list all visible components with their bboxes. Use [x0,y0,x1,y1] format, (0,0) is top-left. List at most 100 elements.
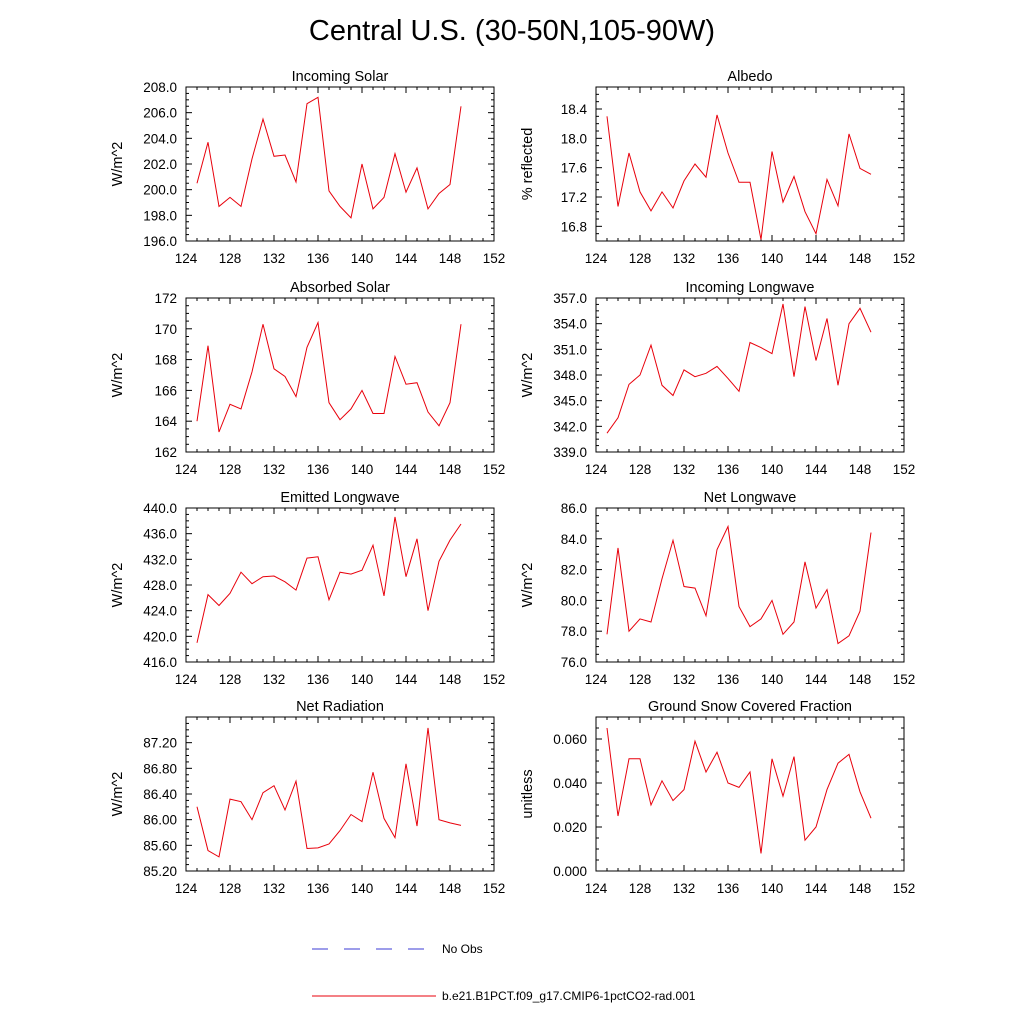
x-tick-label: 140 [351,672,374,687]
y-axis-label: W/m^2 [520,353,536,398]
x-tick-label: 144 [395,251,418,266]
x-tick-label: 148 [439,462,462,477]
panel-title: Net Longwave [704,490,797,506]
x-tick-label: 144 [395,462,418,477]
x-tick-label: 136 [717,672,740,687]
x-tick-label: 152 [483,251,506,266]
series-line [606,524,872,645]
x-tick-label: 124 [585,251,608,266]
x-tick-label: 148 [849,881,872,896]
y-tick-label: 86.40 [143,787,177,802]
plot-frame [595,86,905,242]
y-tick-label: 0.060 [553,732,587,747]
panel-albedo: Albedo % reflected 124 128 132 136 140 144 148 15… [520,69,915,266]
plot-frame [185,716,495,872]
y-axis-label: W/m^2 [110,563,126,608]
x-tick-label: 148 [439,672,462,687]
panel-title: Ground Snow Covered Fraction [648,699,852,715]
x-tick-label: 124 [585,672,608,687]
y-tick-label: 342.0 [553,419,587,434]
y-tick-label: 85.60 [143,838,177,853]
x-tick-label: 132 [263,462,286,477]
x-tick-label: 124 [175,881,198,896]
panel-title: Emitted Longwave [280,490,399,506]
y-tick-label: 87.20 [143,736,177,751]
x-tick-label: 128 [219,672,242,687]
panel-ground-snow-covered-fraction: Ground Snow Covered Fraction unitless 124 1… [520,699,915,896]
y-tick-label: 196.0 [143,234,177,249]
panel-absorbed-solar: Absorbed Solar W/m^2 124 128 132 136 140 144 148… [110,280,505,477]
y-tick-label: 85.20 [143,864,177,879]
y-tick-label: 436.0 [143,527,177,542]
y-tick-label: 86.00 [143,813,177,828]
y-axis-label: W/m^2 [110,353,126,398]
y-tick-label: 80.0 [561,593,587,608]
plot-frame [595,297,905,453]
x-tick-label: 124 [175,672,198,687]
legend: No Obs b.e21.B1PCT.f09_g17.CMIP6-1pctCO2… [312,942,696,1003]
y-tick-label: 168 [154,353,177,368]
x-tick-label: 124 [175,462,198,477]
panel-net-longwave: Net Longwave W/m^2 124 128 132 136 140 144 148 15… [520,490,915,687]
x-tick-label: 128 [629,881,652,896]
y-tick-label: 208.0 [143,80,177,95]
series-line [196,320,462,433]
y-tick-label: 339.0 [553,445,587,460]
plot-frame [185,507,495,663]
x-tick-label: 132 [673,462,696,477]
y-tick-label: 17.2 [561,190,587,205]
series-line [606,727,872,854]
y-tick-label: 351.0 [553,342,587,357]
x-tick-label: 140 [351,462,374,477]
y-axis-label: W/m^2 [110,772,126,817]
x-tick-label: 140 [351,881,374,896]
plot-frame [185,86,495,242]
y-tick-label: 164 [154,414,177,429]
x-tick-label: 148 [439,251,462,266]
x-tick-label: 144 [805,672,828,687]
y-tick-label: 166 [154,383,177,398]
y-tick-label: 170 [154,322,177,337]
y-tick-label: 162 [154,445,177,460]
x-tick-label: 144 [805,881,828,896]
x-tick-label: 152 [893,672,916,687]
x-tick-label: 152 [893,462,916,477]
x-tick-label: 144 [395,881,418,896]
x-tick-label: 128 [219,881,242,896]
y-tick-label: 0.000 [553,864,587,879]
plot-frame [595,507,905,663]
x-tick-label: 132 [263,251,286,266]
plot-frame [595,716,905,872]
x-tick-label: 132 [673,672,696,687]
series-line [606,114,872,240]
x-tick-label: 128 [219,251,242,266]
x-tick-label: 128 [219,462,242,477]
x-tick-label: 132 [263,672,286,687]
x-tick-label: 128 [629,672,652,687]
y-tick-label: 440.0 [143,501,177,516]
y-tick-label: 0.020 [553,820,587,835]
y-tick-label: 76.0 [561,655,587,670]
x-tick-label: 136 [307,251,330,266]
x-tick-label: 132 [673,881,696,896]
series-line [196,727,462,858]
y-axis-label: W/m^2 [520,563,536,608]
x-tick-label: 148 [849,251,872,266]
y-tick-label: 206.0 [143,106,177,121]
y-tick-label: 357.0 [553,291,587,306]
x-tick-label: 144 [805,251,828,266]
panel-title: Net Radiation [296,699,384,715]
figure-title: Central U.S. (30-50N,105-90W) [309,15,715,47]
panel-incoming-solar: Incoming Solar W/m^2 124 128 132 136 140 144 148… [110,69,505,266]
y-tick-label: 0.040 [553,776,587,791]
y-tick-label: 202.0 [143,157,177,172]
panel-title: Albedo [727,69,772,85]
x-tick-label: 124 [585,881,608,896]
plot-frame [185,297,495,453]
x-tick-label: 148 [849,462,872,477]
legend-model-label: b.e21.B1PCT.f09_g17.CMIP6-1pctCO2-rad.00… [442,989,696,1003]
panel-incoming-longwave: Incoming Longwave W/m^2 124 128 132 136 140 144… [520,280,915,477]
y-tick-label: 428.0 [143,578,177,593]
x-tick-label: 124 [585,462,608,477]
x-tick-label: 136 [717,251,740,266]
